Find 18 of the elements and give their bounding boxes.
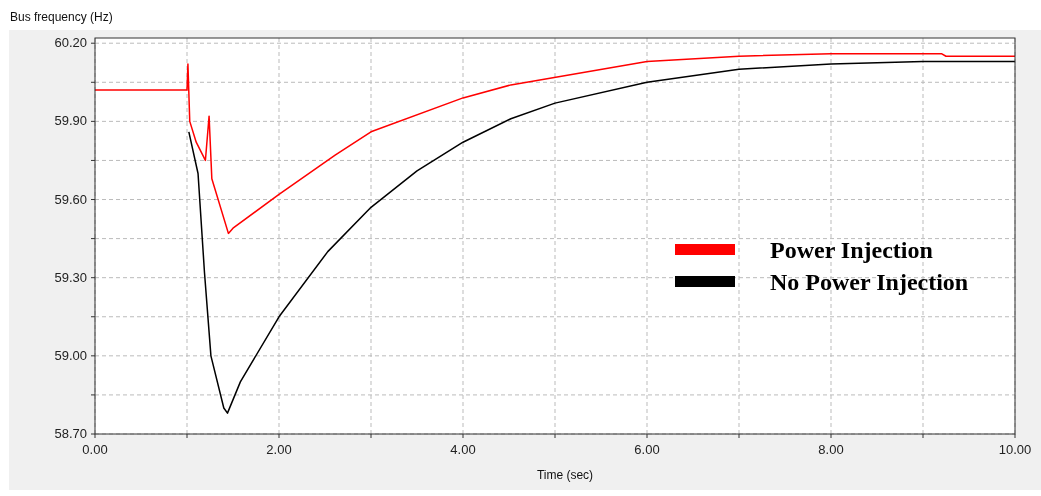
x-axis-title: Time (sec) — [536, 468, 594, 482]
x-tick-label: 8.00 — [818, 442, 844, 457]
y-tick-label: 59.30 — [54, 269, 87, 285]
y-tick-label: 59.90 — [54, 113, 87, 129]
x-tick-label: 0.00 — [82, 442, 108, 457]
x-tick-label: 4.00 — [450, 442, 476, 457]
legend-label: Power Injection — [770, 237, 933, 263]
x-tick-label: 2.00 — [266, 442, 292, 457]
line-series — [188, 60, 1016, 414]
y-axis-title: Bus frequency (Hz) — [10, 10, 113, 24]
y-tick-label: 59.60 — [54, 191, 87, 207]
line-series — [94, 52, 1016, 235]
x-tick-label: 10.00 — [998, 442, 1032, 457]
y-tick-label: 58.70 — [54, 426, 87, 441]
y-tick-label: 59.00 — [54, 347, 87, 363]
legend-label: No Power Injection — [770, 269, 969, 295]
y-tick-label: 60.20 — [54, 35, 87, 51]
x-tick-label: 6.00 — [634, 442, 660, 457]
